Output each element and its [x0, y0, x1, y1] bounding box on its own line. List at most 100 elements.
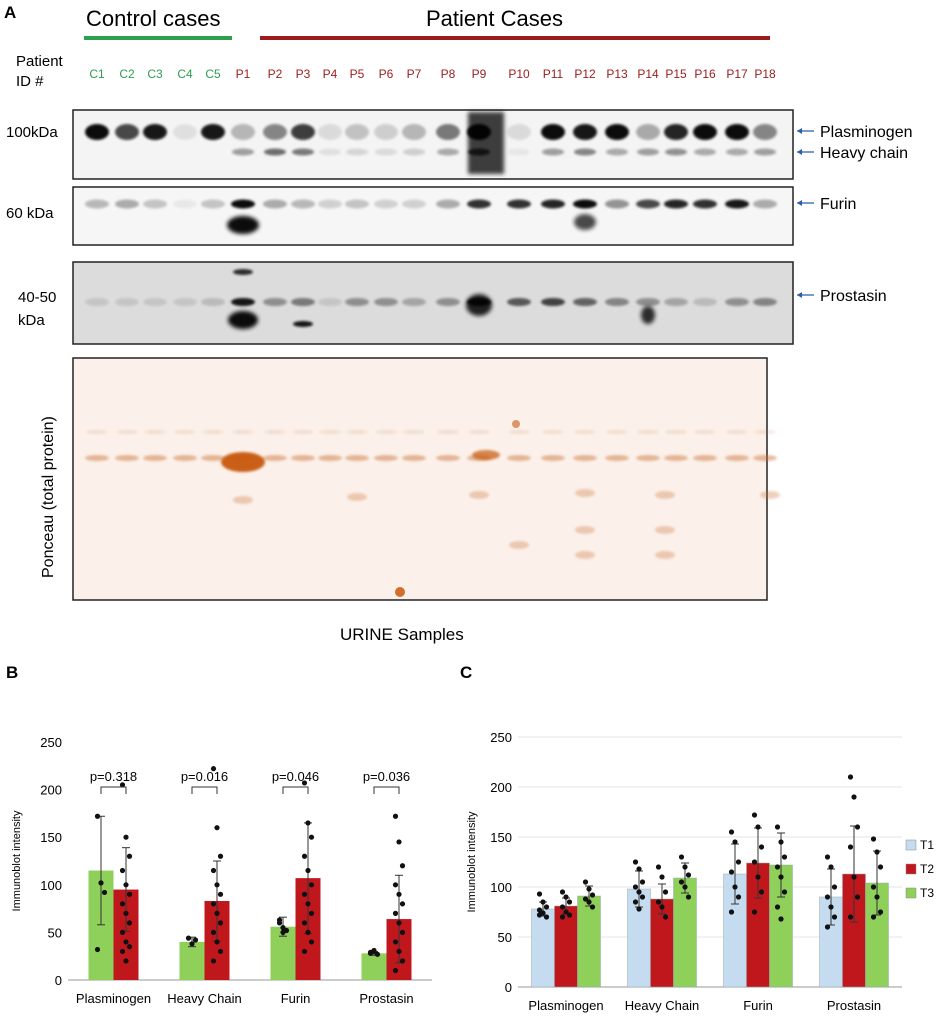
- data-point: [305, 867, 311, 874]
- panel-a-letter: A: [4, 3, 16, 22]
- ponceau-band: [509, 541, 529, 549]
- y-tick-label: 100: [490, 880, 512, 895]
- data-point: [210, 867, 217, 874]
- blot-band: [374, 124, 398, 140]
- bar: [361, 953, 387, 980]
- blot-band: [345, 298, 369, 306]
- data-point: [540, 899, 546, 905]
- y-tick-label: 250: [490, 730, 512, 745]
- blot-band: [263, 124, 287, 140]
- p-value-label: p=0.016: [181, 769, 228, 784]
- data-point: [735, 859, 742, 865]
- data-point: [123, 958, 129, 964]
- data-point: [119, 901, 126, 907]
- data-point: [94, 813, 101, 819]
- blot-band: [402, 298, 426, 306]
- blot-band: [173, 199, 197, 209]
- data-point: [563, 894, 569, 900]
- y-tick-label: 0: [55, 973, 62, 988]
- ponceau-band: [115, 455, 139, 461]
- lane-label: P14: [637, 67, 659, 81]
- lane-label: P11: [543, 67, 564, 81]
- plasminogen-arrow: [797, 128, 814, 134]
- samples-caption: URINE Samples: [340, 625, 464, 644]
- blot-band: [85, 298, 109, 306]
- lane-label: P5: [350, 67, 365, 81]
- blot-band: [173, 298, 197, 306]
- ponceau-band: [85, 455, 109, 461]
- significance-bracket: [191, 786, 218, 794]
- data-point: [119, 782, 126, 788]
- blot-prostasin: [72, 261, 794, 345]
- ponceau-band: [116, 430, 138, 434]
- data-point: [305, 929, 311, 936]
- data-point: [123, 910, 129, 916]
- data-point: [566, 912, 573, 918]
- ponceau-band: [575, 551, 595, 559]
- blot-band: [573, 298, 597, 306]
- data-point: [217, 920, 224, 926]
- prostasin-arrow: [797, 292, 814, 298]
- blot-band: [664, 199, 688, 209]
- furin-arrow: [797, 200, 814, 206]
- data-point: [586, 899, 592, 905]
- data-point: [217, 948, 224, 955]
- ponceau-band: [173, 455, 197, 461]
- data-point: [305, 820, 311, 826]
- lane-label: P1: [236, 67, 251, 81]
- ponceau-band: [347, 493, 367, 501]
- blot-band: [345, 199, 369, 209]
- blot-band: [402, 199, 426, 209]
- data-point: [639, 879, 646, 885]
- data-point: [214, 910, 220, 916]
- ponceau-band: [86, 430, 108, 434]
- x-tick-label: Plasminogen: [76, 991, 151, 1006]
- lane-label: P4: [323, 67, 338, 81]
- data-point: [396, 920, 402, 926]
- furin-label: Furin: [820, 196, 856, 213]
- ponceau-band: [605, 455, 629, 461]
- ponceau-band: [233, 496, 253, 504]
- data-point: [126, 853, 133, 859]
- blot-band: [507, 298, 531, 306]
- x-tick-label: Furin: [743, 998, 773, 1013]
- lane-label: P17: [726, 67, 748, 81]
- data-point: [210, 901, 217, 907]
- data-point: [751, 909, 758, 915]
- blot-band: [201, 199, 225, 209]
- data-point: [119, 948, 126, 955]
- data-point: [636, 866, 642, 872]
- p-value-label: p=0.318: [90, 769, 137, 784]
- data-point: [123, 939, 129, 945]
- blot-band: [725, 124, 749, 140]
- kda-40-50-line1: 40-50: [18, 289, 56, 306]
- p-value-label: p=0.036: [363, 769, 410, 784]
- ponceau-band: [292, 430, 314, 434]
- heavy-chain-label: Heavy chain: [820, 145, 908, 162]
- data-point: [192, 937, 199, 943]
- data-point: [536, 907, 543, 913]
- data-point: [589, 904, 596, 910]
- ponceau-band: [655, 491, 675, 499]
- data-point: [308, 910, 315, 916]
- y-tick-label: 50: [498, 930, 512, 945]
- data-point: [682, 864, 688, 870]
- data-point: [758, 844, 765, 850]
- blot-band: [374, 298, 398, 306]
- data-point: [632, 859, 639, 865]
- x-tick-label: Prostasin: [359, 991, 413, 1006]
- x-tick-label: Prostasin: [827, 998, 881, 1013]
- data-point: [728, 909, 735, 915]
- legend-swatch: [905, 863, 917, 875]
- blot-band: [228, 311, 258, 329]
- data-point: [659, 874, 665, 880]
- ponceau-band: [606, 430, 628, 434]
- x-tick-label: Plasminogen: [528, 998, 603, 1013]
- legend-label: T3: [920, 886, 934, 900]
- legend-label: T1: [920, 838, 934, 852]
- blot-band: [346, 148, 368, 156]
- blot-band: [201, 124, 225, 140]
- data-point: [685, 872, 692, 878]
- lane-label: C2: [119, 67, 135, 81]
- data-point: [828, 904, 834, 910]
